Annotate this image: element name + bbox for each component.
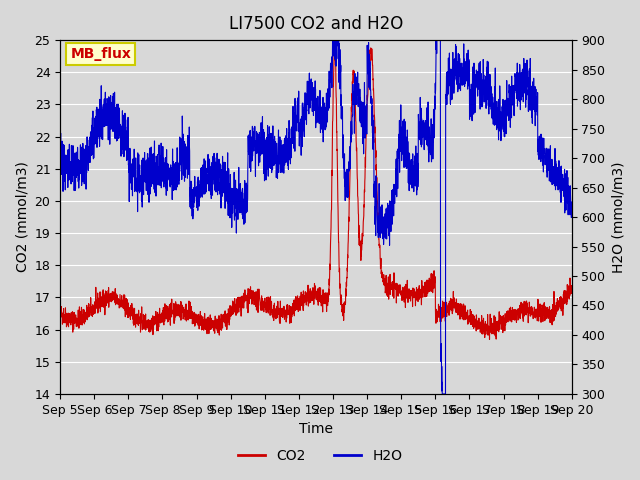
H2O: [145, 164, 153, 170]
CO2: [558, 296, 566, 302]
CO2: [503, 309, 511, 314]
CO2: [115, 297, 122, 302]
X-axis label: Time: Time: [299, 422, 333, 436]
CO2: [275, 309, 282, 315]
H2O: [275, 127, 282, 133]
H2O: [558, 186, 566, 192]
CO2: [145, 329, 153, 335]
CO2: [252, 301, 260, 307]
H2O: [115, 135, 122, 141]
Legend: CO2, H2O: CO2, H2O: [232, 443, 408, 468]
H2O: [503, 108, 511, 113]
H2O: [330, 31, 337, 37]
Line: CO2: CO2: [60, 46, 572, 339]
Text: MB_flux: MB_flux: [70, 47, 131, 61]
CO2: [486, 336, 493, 342]
CO2: [56, 308, 64, 314]
CO2: [330, 43, 338, 49]
Title: LI7500 CO2 and H2O: LI7500 CO2 and H2O: [229, 15, 403, 33]
H2O: [252, 143, 260, 148]
H2O: [56, 175, 64, 180]
H2O: [568, 199, 575, 205]
Line: H2O: H2O: [60, 34, 572, 394]
Y-axis label: CO2 (mmol/m3): CO2 (mmol/m3): [15, 162, 29, 273]
Y-axis label: H2O (mmol/m3): H2O (mmol/m3): [611, 161, 625, 273]
H2O: [438, 391, 446, 397]
CO2: [568, 285, 575, 290]
